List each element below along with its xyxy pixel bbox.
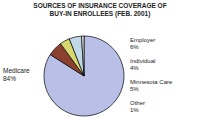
html-text:BUY-IN ENROLLEES (FEB. 2001): BUY-IN ENROLLEES (FEB. 2001): [49, 10, 151, 17]
svg-text:Employer6%: Employer6%: [130, 37, 155, 50]
svg-text:Other1%: Other1%: [130, 100, 145, 113]
svg-text:Individual4%: Individual4%: [130, 58, 155, 71]
svg-text:Medicare84%: Medicare84%: [8, 67, 30, 82]
html-text:SOURCES OF INSURANCE COVERAGE: SOURCES OF INSURANCE COVERAGE OF: [33, 2, 167, 9]
svg-text:Minnesota Care5%: Minnesota Care5%: [130, 79, 173, 92]
